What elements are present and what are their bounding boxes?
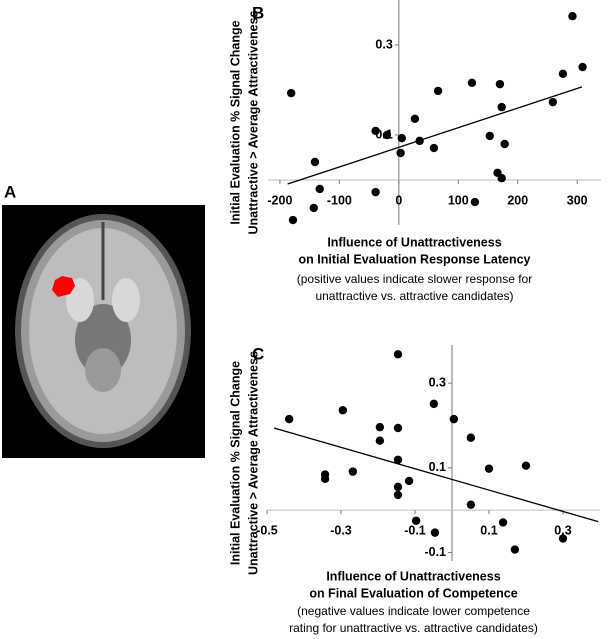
point <box>498 518 508 527</box>
x-axis-label: Influence of Unattractiveness <box>326 569 500 583</box>
note: (positive values indicate slower respons… <box>297 272 532 286</box>
point <box>404 476 414 486</box>
point <box>558 69 568 79</box>
note: rating for unattractive vs. attractive c… <box>289 621 538 635</box>
point <box>320 474 330 484</box>
point <box>495 79 505 89</box>
point <box>470 197 480 207</box>
panel-label: B <box>252 3 264 22</box>
x-tick-label: -0.5 <box>256 523 278 537</box>
point <box>393 490 403 500</box>
point <box>449 414 459 424</box>
y-tick-label: -0.1 <box>424 545 446 559</box>
x-tick-label: -100 <box>327 193 352 207</box>
point <box>315 184 324 194</box>
point <box>466 500 476 509</box>
point <box>510 545 520 554</box>
point <box>375 422 385 432</box>
y-axis-label: Initial Evaluation % Signal Change <box>228 361 242 565</box>
point <box>497 174 506 183</box>
y-axis-label: Unattractive > Average Attractiveness <box>246 10 260 234</box>
point <box>568 12 577 21</box>
point <box>578 62 587 72</box>
y-axis-label: Unattractive > Average Attractiveness <box>246 351 260 575</box>
point <box>393 423 403 433</box>
point <box>348 467 358 476</box>
point <box>375 436 385 445</box>
point <box>415 136 424 146</box>
panel-label: A <box>4 182 16 201</box>
point <box>286 88 296 98</box>
point <box>429 399 439 409</box>
point <box>285 414 294 424</box>
point <box>433 86 443 96</box>
point <box>430 528 440 537</box>
trendline <box>273 427 599 523</box>
x-tick-label: -200 <box>267 193 292 207</box>
point <box>521 461 531 470</box>
x-axis-label: Influence of Unattractiveness <box>327 235 501 249</box>
point <box>309 203 318 213</box>
point <box>484 464 494 473</box>
point <box>382 130 392 140</box>
x-tick-label: 300 <box>567 193 588 207</box>
trendline <box>287 86 583 185</box>
point <box>338 406 348 415</box>
point <box>411 516 421 525</box>
point <box>371 126 380 136</box>
point <box>497 102 506 112</box>
point <box>485 131 495 141</box>
y-tick-label: 0.3 <box>429 375 446 389</box>
x-tick-label: 0.3 <box>554 523 571 537</box>
x-axis-label: on Final Evaluation of Competence <box>309 586 517 600</box>
point <box>288 215 298 225</box>
point <box>393 455 403 464</box>
panel-label: C <box>252 344 264 363</box>
x-tick-label: 0.1 <box>480 523 497 537</box>
y-tick-label: 0.3 <box>375 37 392 51</box>
point <box>393 482 403 492</box>
y-tick-label: 0.1 <box>429 460 446 474</box>
point <box>467 78 477 88</box>
point <box>429 143 439 153</box>
point <box>548 97 558 107</box>
y-axis-label: Initial Evaluation % Signal Change <box>228 20 242 224</box>
point <box>500 139 509 149</box>
x-tick-label: -0.3 <box>330 523 352 537</box>
x-tick-label: 100 <box>448 193 469 207</box>
point <box>410 114 420 124</box>
point <box>397 133 406 143</box>
x-axis-label: on Initial Evaluation Response Latency <box>299 252 531 266</box>
note: (negative values indicate lower competen… <box>297 604 530 618</box>
point <box>310 157 320 167</box>
note: unattractive vs. attractive candidates) <box>315 289 513 303</box>
x-tick-label: -0.1 <box>404 523 426 537</box>
point <box>393 350 403 359</box>
point <box>558 534 568 543</box>
point <box>371 187 380 197</box>
x-tick-label: 200 <box>507 193 528 207</box>
point <box>396 148 405 158</box>
brain-image <box>2 205 205 458</box>
x-tick-label: 0 <box>395 193 402 207</box>
point <box>466 433 476 442</box>
